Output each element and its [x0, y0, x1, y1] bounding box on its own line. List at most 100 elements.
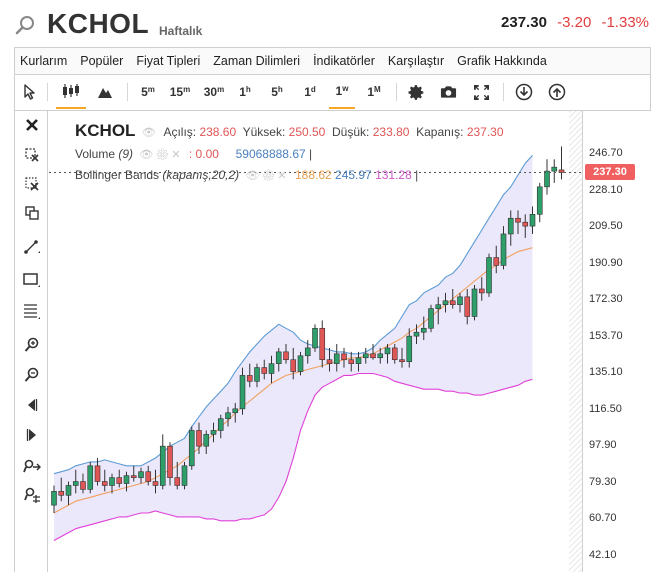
- candle[interactable]: [80, 473, 86, 494]
- candle[interactable]: [72, 469, 79, 494]
- candle[interactable]: [413, 324, 420, 344]
- candle[interactable]: [536, 182, 543, 223]
- fullscreen-icon[interactable]: [469, 75, 493, 109]
- trendline-icon[interactable]: [19, 235, 45, 259]
- close-icon[interactable]: [19, 113, 45, 137]
- candle[interactable]: [268, 355, 275, 384]
- candle[interactable]: [217, 414, 224, 439]
- legend-eye-icon[interactable]: 👁: [141, 127, 158, 139]
- bb-tools-icon[interactable]: 👁⚙✕: [245, 170, 289, 182]
- lock-icon[interactable]: [19, 483, 45, 507]
- candle[interactable]: [196, 422, 202, 455]
- scroll-left-icon[interactable]: [19, 393, 45, 417]
- candle[interactable]: [442, 292, 449, 313]
- price-axis[interactable]: 237.30 246.70 228.10 209.50 190.90 172.30 153…: [582, 111, 653, 572]
- candle[interactable]: [232, 402, 239, 423]
- candle[interactable]: [435, 296, 442, 325]
- candle[interactable]: [210, 422, 217, 443]
- settings-icon[interactable]: [404, 75, 428, 109]
- candle[interactable]: [420, 316, 427, 341]
- candlestick-icon[interactable]: [56, 75, 86, 109]
- scroll-right-icon[interactable]: [19, 423, 45, 447]
- candle[interactable]: [341, 347, 347, 368]
- candle[interactable]: [464, 288, 471, 325]
- candle[interactable]: [290, 347, 297, 380]
- candle[interactable]: [428, 304, 434, 333]
- candle[interactable]: [355, 351, 362, 372]
- cursor-icon[interactable]: [19, 75, 41, 109]
- menu-zaman-dilimleri[interactable]: Zaman Dilimleri: [213, 54, 301, 68]
- candle[interactable]: [254, 363, 260, 388]
- chart-area[interactable]: KCHOL 👁 Açılış: 238.60 Yüksek: 250.50 Dü…: [49, 111, 582, 572]
- candle[interactable]: [333, 343, 340, 372]
- candle[interactable]: [283, 343, 289, 364]
- volume-tools-icon[interactable]: 👁⚙✕: [139, 149, 183, 161]
- candle[interactable]: [130, 465, 137, 482]
- upload-icon[interactable]: [545, 75, 569, 109]
- candle[interactable]: [384, 343, 391, 364]
- candle[interactable]: [529, 206, 536, 234]
- menu-karsilastir[interactable]: Karşılaştır: [387, 54, 445, 68]
- price-chart[interactable]: [49, 111, 582, 572]
- candle[interactable]: [544, 159, 550, 195]
- menu-grafik-hakkinda[interactable]: Grafik Hakkında: [457, 54, 547, 68]
- candle[interactable]: [486, 253, 492, 297]
- candle[interactable]: [478, 277, 485, 301]
- magnet-icon[interactable]: [19, 454, 45, 478]
- candle[interactable]: [188, 426, 195, 470]
- candle[interactable]: [348, 351, 355, 372]
- candle[interactable]: [174, 461, 181, 490]
- candle[interactable]: [101, 469, 108, 492]
- candle[interactable]: [203, 430, 210, 455]
- candle[interactable]: [116, 469, 123, 488]
- candle[interactable]: [370, 343, 376, 360]
- candle[interactable]: [109, 473, 115, 494]
- menu-fiyat-tipleri[interactable]: Fiyat Tipleri: [136, 54, 201, 68]
- candle[interactable]: [152, 469, 159, 494]
- zoom-out-icon[interactable]: [19, 363, 45, 387]
- candle[interactable]: [457, 292, 463, 313]
- candle[interactable]: [51, 485, 57, 513]
- candle[interactable]: [167, 442, 173, 486]
- candle[interactable]: [362, 347, 369, 364]
- candle[interactable]: [515, 210, 521, 234]
- candle[interactable]: [507, 210, 514, 246]
- candle[interactable]: [377, 347, 384, 364]
- candle[interactable]: [239, 367, 246, 415]
- candle[interactable]: [522, 214, 529, 238]
- crosshair-remove-icon[interactable]: [19, 142, 45, 166]
- candle[interactable]: [391, 343, 398, 364]
- camera-icon[interactable]: [436, 75, 460, 109]
- candle[interactable]: [406, 328, 413, 368]
- candle[interactable]: [181, 461, 188, 490]
- timeframe-15m[interactable]: 15 m: [166, 75, 194, 109]
- candle[interactable]: [261, 359, 268, 380]
- candle[interactable]: [138, 467, 144, 484]
- candle[interactable]: [500, 226, 507, 270]
- candle[interactable]: [319, 320, 326, 368]
- download-icon[interactable]: [512, 75, 536, 109]
- candle[interactable]: [399, 347, 405, 368]
- fibonacci-icon[interactable]: [19, 299, 45, 323]
- timeframe-30m[interactable]: 30 m: [199, 75, 229, 109]
- candle[interactable]: [297, 351, 304, 376]
- menu-indikatorler[interactable]: İndikatörler: [313, 54, 375, 68]
- candle[interactable]: [471, 285, 478, 321]
- candle[interactable]: [145, 465, 152, 486]
- candle[interactable]: [58, 477, 65, 502]
- candle[interactable]: [159, 434, 166, 490]
- candle[interactable]: [558, 146, 565, 180]
- menu-kurlarim[interactable]: Kurlarım: [20, 54, 68, 68]
- menu-populer[interactable]: Popüler: [80, 54, 124, 68]
- candle[interactable]: [246, 363, 253, 388]
- candle[interactable]: [123, 471, 130, 492]
- candle[interactable]: [312, 324, 318, 352]
- copy-icon[interactable]: [19, 201, 45, 225]
- measure-icon[interactable]: [19, 172, 45, 196]
